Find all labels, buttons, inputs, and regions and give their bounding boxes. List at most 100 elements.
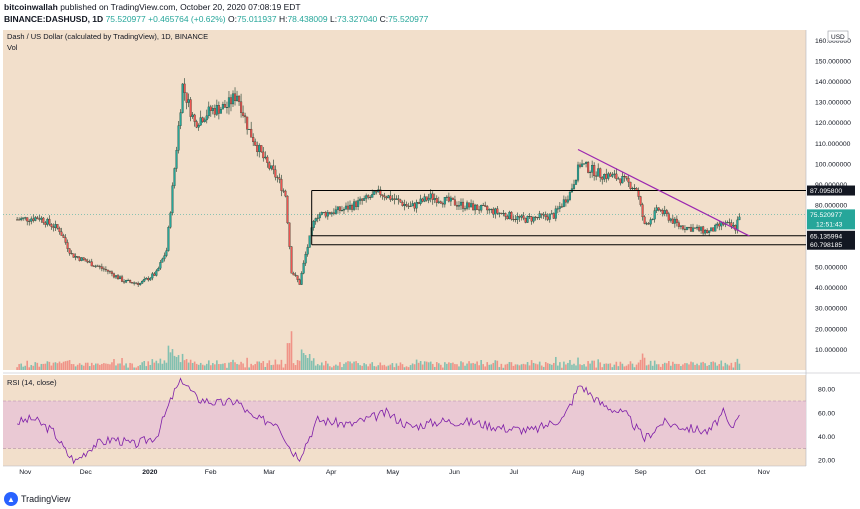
volume-bar bbox=[109, 364, 111, 370]
volume-bar bbox=[278, 364, 281, 370]
candle-body bbox=[536, 217, 539, 219]
volume-bar bbox=[427, 362, 430, 370]
last-price-badge bbox=[807, 209, 855, 230]
volume-bar bbox=[708, 365, 710, 370]
candle-body bbox=[141, 280, 144, 284]
candle-body bbox=[572, 184, 576, 189]
candle-body bbox=[649, 219, 652, 225]
candle-body bbox=[98, 266, 101, 268]
candle-body bbox=[702, 226, 705, 234]
candle-body bbox=[70, 253, 73, 255]
level-price-badge bbox=[807, 230, 855, 241]
volume-bar bbox=[169, 352, 172, 370]
currency-badge[interactable] bbox=[827, 30, 849, 42]
candle-body bbox=[270, 165, 273, 169]
volume-bar bbox=[343, 363, 345, 370]
volume-bar bbox=[407, 367, 410, 370]
rsi-band bbox=[3, 401, 806, 449]
candle-body bbox=[274, 169, 277, 178]
volume-bar bbox=[502, 367, 505, 370]
volume-bar bbox=[665, 363, 668, 370]
volume-bar bbox=[195, 363, 198, 370]
currency-label: USD bbox=[831, 34, 845, 41]
trendline[interactable] bbox=[577, 148, 750, 237]
candle-body bbox=[219, 108, 222, 114]
candle-body bbox=[286, 195, 289, 224]
volume-bar bbox=[722, 366, 725, 370]
volume-bar bbox=[42, 363, 45, 370]
candle-body bbox=[629, 181, 632, 189]
last-price-value: 75.520977 bbox=[105, 14, 146, 24]
candle-body bbox=[661, 210, 664, 214]
rsi-tick-label: 20.00 bbox=[818, 458, 835, 465]
volume-bar bbox=[185, 359, 188, 370]
publisher-name[interactable]: bitcoinwallah bbox=[4, 2, 58, 12]
volume-bar bbox=[401, 364, 404, 370]
candle-body bbox=[288, 222, 291, 247]
volume-bar bbox=[520, 364, 523, 370]
candle-body bbox=[562, 199, 565, 207]
candle-body bbox=[62, 235, 65, 238]
candle-body bbox=[534, 216, 537, 218]
candle-body bbox=[580, 163, 584, 167]
volume-bar bbox=[115, 365, 117, 370]
candle-body bbox=[459, 201, 463, 206]
symbol-info: BINANCE:DASHUSD, 1D 75.520977 +0.465764 … bbox=[4, 14, 428, 24]
volume-bar bbox=[216, 360, 218, 370]
volume-bar bbox=[304, 355, 307, 370]
volume-bar bbox=[540, 365, 543, 370]
candle-body bbox=[601, 177, 604, 180]
volume-bar bbox=[183, 360, 186, 370]
volume-bar bbox=[550, 364, 553, 370]
volume-bar bbox=[490, 364, 493, 370]
volume-bar bbox=[415, 359, 418, 370]
volume-bar bbox=[50, 365, 53, 370]
candle-body bbox=[615, 173, 618, 180]
volume-bar bbox=[46, 361, 49, 370]
volume-bar bbox=[690, 361, 692, 370]
candle-body bbox=[696, 226, 699, 229]
candle-body bbox=[90, 261, 93, 267]
candle-body bbox=[302, 262, 305, 274]
volume-bar bbox=[246, 357, 248, 370]
candle-body bbox=[145, 278, 148, 280]
volume-bar bbox=[409, 365, 412, 370]
candle-body bbox=[123, 281, 126, 283]
candle-body bbox=[135, 282, 138, 284]
volume-bar bbox=[60, 363, 63, 370]
candle-body bbox=[227, 97, 231, 108]
candle-body bbox=[215, 105, 218, 115]
y-tick-label: 20.000000 bbox=[815, 326, 847, 333]
x-tick-label: Dec bbox=[80, 469, 93, 476]
footer-brand[interactable]: TradingView bbox=[21, 494, 71, 504]
volume-bar bbox=[510, 362, 513, 370]
candle-body bbox=[203, 119, 206, 122]
volume-bar bbox=[236, 364, 238, 370]
candle-body bbox=[605, 174, 608, 179]
candle-body bbox=[272, 165, 275, 170]
candle-body bbox=[359, 198, 362, 201]
candle-body bbox=[68, 248, 71, 254]
candle-body bbox=[167, 227, 170, 251]
candle-body bbox=[532, 216, 535, 222]
candle-body bbox=[613, 173, 616, 175]
volume-bar bbox=[692, 362, 694, 370]
candle-body bbox=[429, 193, 432, 199]
volume-bar bbox=[24, 365, 26, 370]
volume-bar bbox=[637, 362, 640, 370]
candle-body bbox=[60, 231, 63, 236]
candle-body bbox=[461, 201, 465, 209]
candle-body bbox=[157, 268, 160, 272]
candle-body bbox=[316, 217, 319, 219]
volume-bar bbox=[129, 362, 131, 370]
candle-body bbox=[252, 137, 255, 143]
rsi-tick-label: 80.00 bbox=[818, 387, 835, 394]
volume-bar bbox=[268, 360, 271, 370]
price-chart[interactable]: Dash / US Dollar (calculated by TradingV… bbox=[0, 27, 860, 487]
volume-bar bbox=[698, 365, 700, 370]
candle-body bbox=[72, 253, 75, 258]
bar-countdown-label: 12:51:43 bbox=[816, 221, 843, 228]
candle-body bbox=[698, 226, 701, 231]
volume-bar bbox=[141, 362, 144, 370]
candle-body bbox=[502, 213, 505, 215]
